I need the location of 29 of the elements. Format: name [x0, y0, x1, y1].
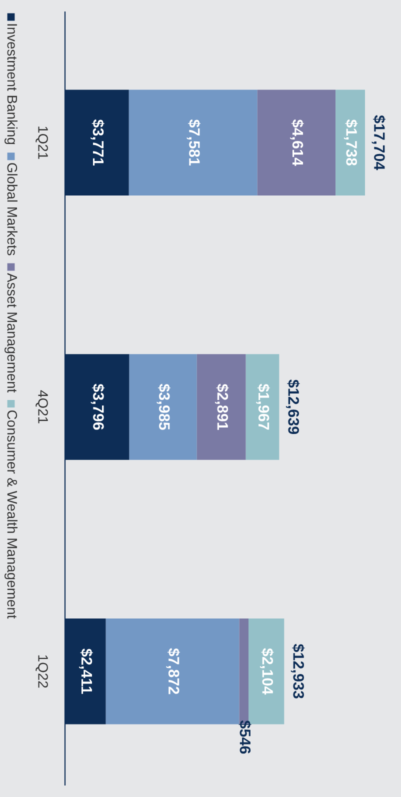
data-label: $546 [238, 720, 252, 754]
legend-label: Investment Banking [4, 24, 18, 144]
bar [257, 90, 336, 196]
data-label: $3,771 [90, 119, 104, 166]
data-label: $3,796 [90, 384, 105, 430]
data-label: $7,581 [186, 119, 201, 166]
data-label: $1,967 [256, 384, 270, 430]
bar [128, 90, 258, 196]
legend-label: Asset Management [4, 273, 17, 393]
data-label: $1,738 [344, 119, 358, 166]
total-label: $12,639 [286, 380, 300, 434]
y-tick-label: 4Q21 [36, 390, 48, 424]
data-label: $2,891 [215, 384, 229, 430]
legend-label: Global Markets [7, 163, 18, 256]
data-label: $4,614 [290, 119, 304, 166]
legend-label: Consumer & Wealth Management [4, 410, 18, 619]
data-label: $3,985 [156, 384, 170, 430]
data-label: $7,872 [166, 648, 180, 694]
y-tick-label: 1Q21 [36, 126, 48, 159]
total-label: $12,933 [290, 644, 305, 698]
bar [196, 354, 246, 460]
bar [106, 618, 240, 724]
y-tick-label: 1Q22 [36, 655, 48, 688]
total-label: $17,704 [372, 115, 386, 170]
bar [336, 90, 365, 196]
data-label: $2,104 [260, 648, 274, 695]
bar [129, 354, 197, 460]
bar [246, 354, 280, 460]
data-label: $2,411 [79, 648, 93, 694]
